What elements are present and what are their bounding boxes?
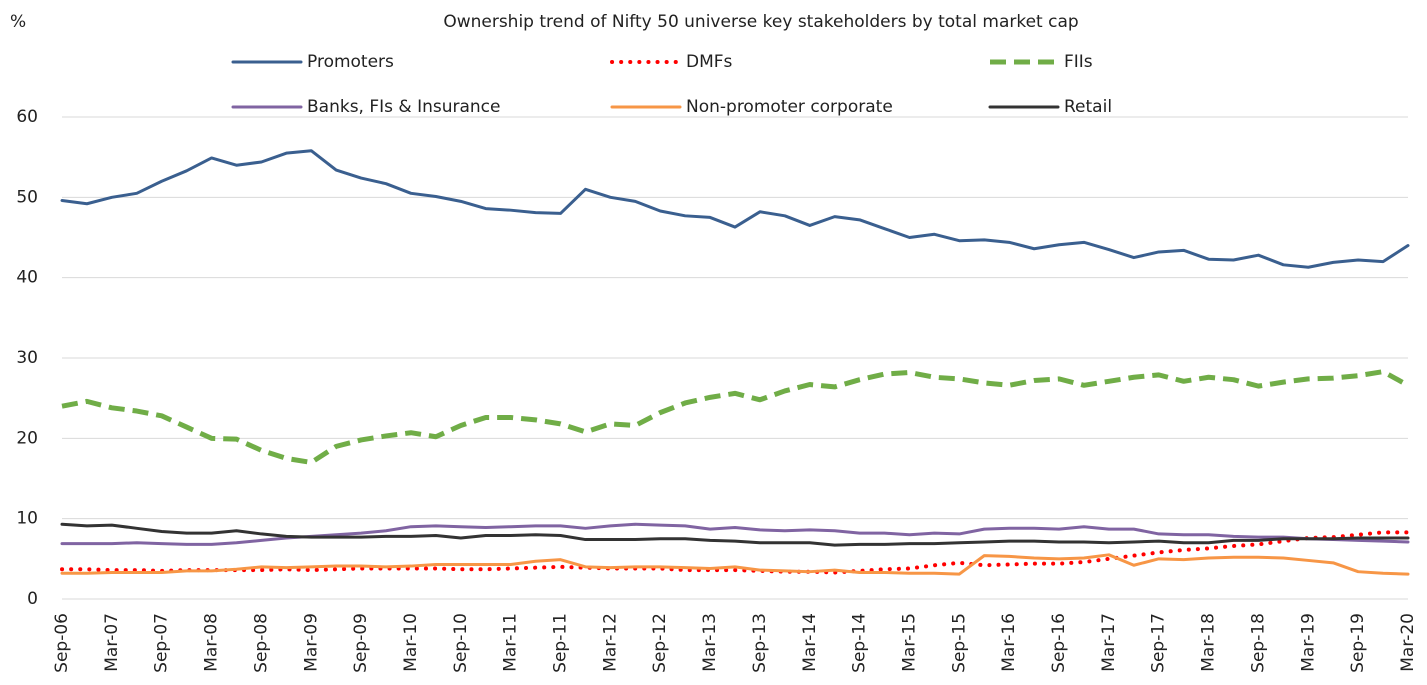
x-tick-label: Sep-06 bbox=[52, 613, 72, 673]
x-tick-label: Sep-11 bbox=[551, 613, 571, 673]
y-tick-label: 10 bbox=[16, 509, 38, 529]
x-tick-label: Sep-15 bbox=[949, 613, 969, 673]
legend-label: Retail bbox=[1064, 97, 1112, 117]
legend-label: Banks, FIs & Insurance bbox=[307, 97, 500, 117]
y-tick-label: 0 bbox=[27, 589, 38, 609]
x-tick-label: Sep-19 bbox=[1348, 613, 1368, 673]
x-tick-label: Mar-16 bbox=[999, 613, 1019, 672]
x-tick-label: Mar-15 bbox=[899, 613, 919, 672]
x-tick-label: Sep-09 bbox=[351, 613, 371, 673]
y-tick-label: 30 bbox=[16, 348, 38, 368]
legend-label: Non-promoter corporate bbox=[686, 97, 893, 117]
series-line bbox=[60, 149, 1410, 269]
x-tick-label: Sep-13 bbox=[750, 613, 770, 673]
series-line bbox=[60, 530, 1410, 575]
x-tick-label: Mar-08 bbox=[202, 613, 222, 672]
legend-label: Promoters bbox=[307, 52, 394, 72]
x-tick-label: Sep-12 bbox=[650, 613, 670, 673]
x-tick-label: Mar-20 bbox=[1398, 613, 1418, 672]
x-tick-label: Mar-14 bbox=[800, 613, 820, 672]
series-line bbox=[60, 553, 1410, 576]
x-tick-label: Sep-17 bbox=[1149, 613, 1169, 673]
x-tick-label: Sep-10 bbox=[451, 613, 471, 673]
y-tick-label: 40 bbox=[16, 268, 38, 288]
x-tick-label: Sep-08 bbox=[251, 613, 271, 673]
y-axis-label: % bbox=[10, 12, 26, 32]
x-tick-label: Mar-11 bbox=[501, 613, 521, 672]
x-tick-label: Sep-16 bbox=[1049, 613, 1069, 673]
x-tick-label: Sep-14 bbox=[850, 613, 870, 673]
chart-title: Ownership trend of Nifty 50 universe key… bbox=[443, 12, 1078, 32]
x-tick-label: Mar-07 bbox=[102, 613, 122, 672]
y-tick-label: 60 bbox=[16, 107, 38, 127]
x-tick-label: Sep-07 bbox=[152, 613, 172, 673]
x-tick-label: Mar-18 bbox=[1199, 613, 1219, 672]
legend-label: FIIs bbox=[1064, 52, 1093, 72]
series-line bbox=[60, 522, 1410, 546]
y-tick-label: 20 bbox=[16, 428, 38, 448]
x-tick-label: Mar-12 bbox=[600, 613, 620, 672]
x-tick-label: Sep-18 bbox=[1248, 613, 1268, 673]
x-tick-label: Mar-09 bbox=[301, 613, 321, 672]
y-tick-label: 50 bbox=[16, 187, 38, 207]
x-tick-label: Mar-19 bbox=[1298, 613, 1318, 672]
x-tick-label: Mar-17 bbox=[1099, 613, 1119, 672]
x-tick-label: Mar-10 bbox=[401, 613, 421, 672]
series-line bbox=[61, 369, 1410, 465]
series-line bbox=[60, 522, 1410, 547]
legend-label: DMFs bbox=[686, 52, 733, 72]
x-tick-label: Mar-13 bbox=[700, 613, 720, 672]
